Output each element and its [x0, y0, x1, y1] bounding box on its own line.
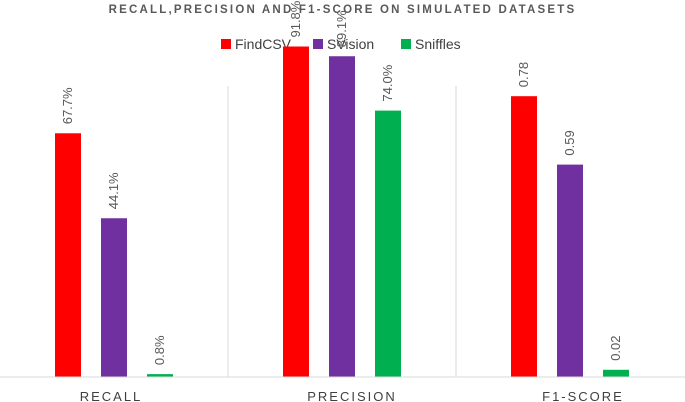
data-label-svision-precision: 89.1% [334, 10, 349, 47]
bar-sniffles-precision [375, 110, 401, 377]
bar-findcsv-recall [55, 133, 81, 377]
data-label-findcsv-precision: 91.8% [288, 0, 303, 37]
bars [55, 46, 629, 378]
bar-svision-f1-score [557, 164, 583, 377]
legend-swatch-svision [313, 39, 323, 49]
category-dividers [227, 86, 457, 377]
data-label-svision-recall: 44.1% [106, 172, 121, 209]
bar-findcsv-f1-score [511, 96, 537, 377]
data-label-findcsv-f1-score: 0.78 [516, 62, 531, 87]
legend-label-sniffles: Sniffles [415, 36, 461, 52]
legend-swatch-findcsv [221, 39, 231, 49]
bar-svision-recall [101, 218, 127, 377]
data-label-svision-f1-score: 0.59 [562, 130, 577, 155]
legend-label-findcsv: FindCSV [235, 36, 292, 52]
category-label-precision: PRECISION [307, 389, 397, 402]
data-label-sniffles-precision: 74.0% [380, 64, 395, 101]
category-label-recall: RECALL [80, 389, 143, 402]
data-label-sniffles-f1-score: 0.02 [608, 335, 623, 360]
bar-sniffles-recall [147, 374, 173, 377]
bar-svision-precision [329, 56, 355, 378]
data-label-findcsv-recall: 67.7% [60, 87, 75, 124]
category-labels: RECALL PRECISION F1-SCORE [80, 389, 624, 402]
chart-title: RECALL,PRECISION AND F1-SCORE ON SIMULAT… [109, 4, 577, 16]
data-label-sniffles-recall: 0.8% [152, 335, 167, 365]
bar-findcsv-precision [283, 46, 309, 378]
legend-label-svision: SVision [327, 36, 374, 52]
legend-swatch-sniffles [401, 39, 411, 49]
value-labels: 67.7% 44.1% 0.8% 91.8% 89.1% 74.0% 0.78 0.59 0.0… [60, 0, 623, 365]
category-label-f1-score: F1-SCORE [542, 389, 624, 402]
legend: FindCSV SVision Sniffles [221, 36, 461, 52]
bar-sniffles-f1-score [603, 369, 629, 377]
